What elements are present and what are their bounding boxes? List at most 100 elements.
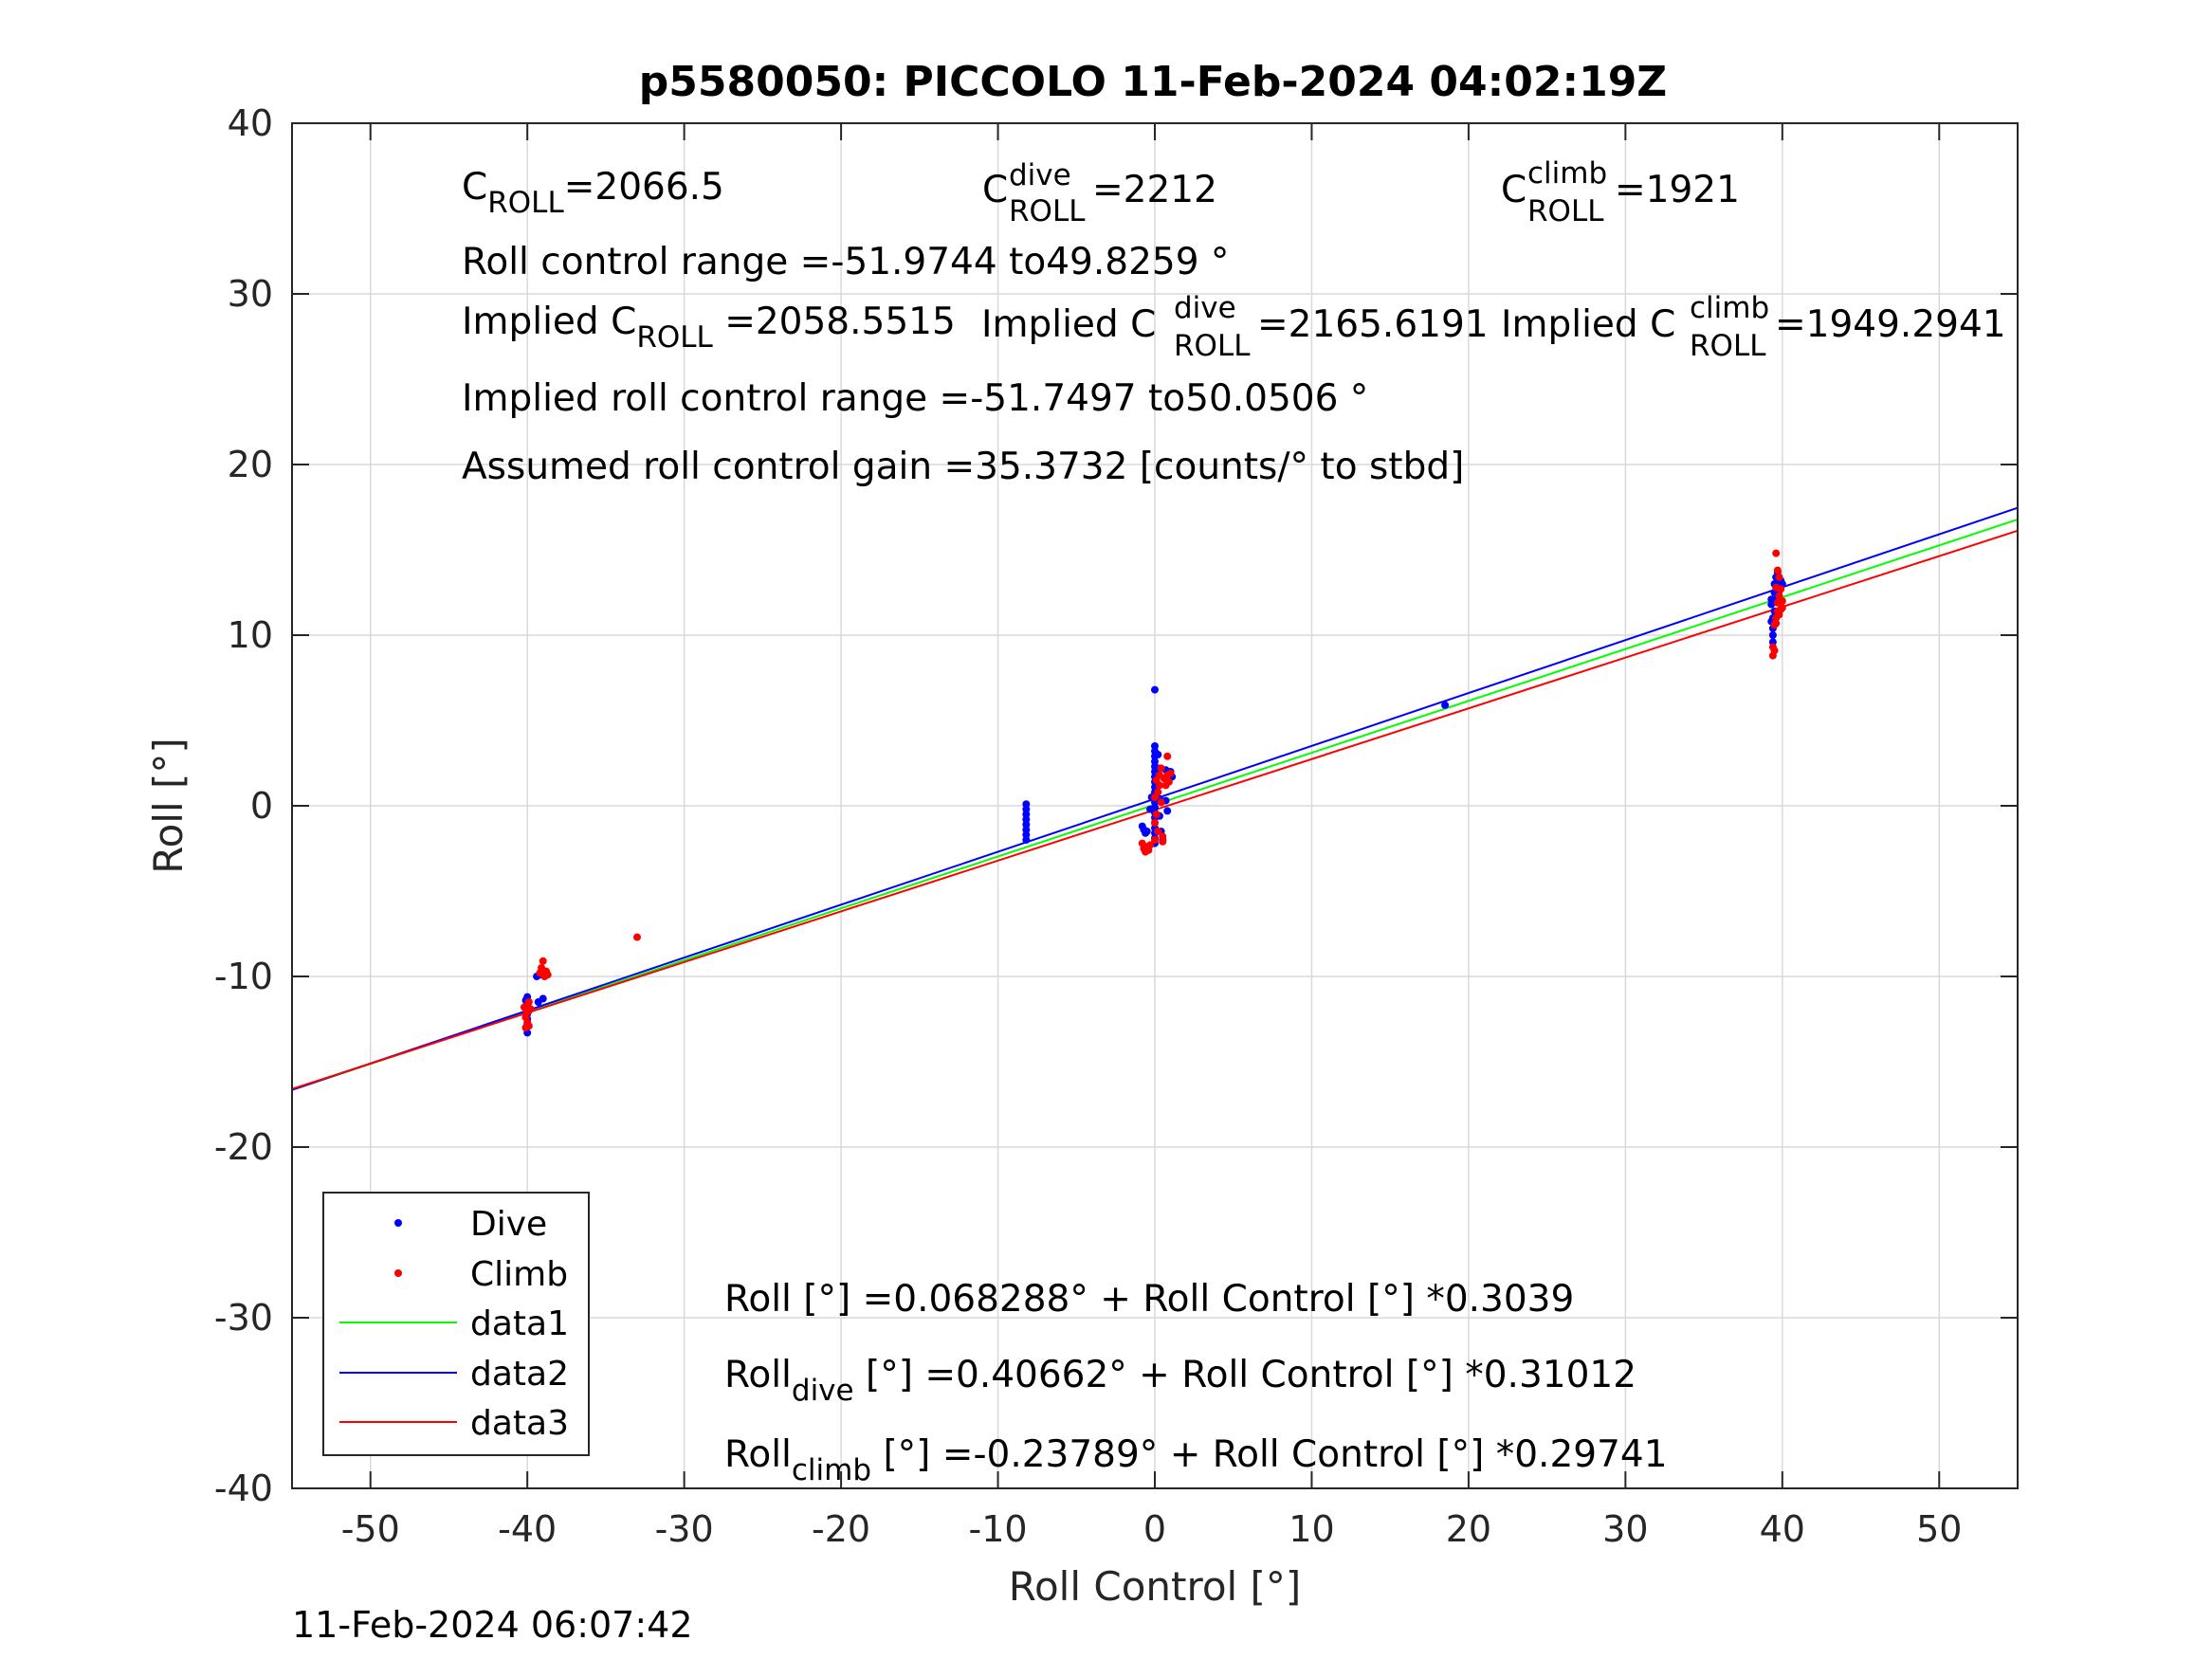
- x-tick-label: -40: [498, 1508, 557, 1550]
- dive-point: [1154, 751, 1162, 758]
- timestamp: 11-Feb-2024 06:07:42: [292, 1604, 693, 1646]
- dive-point: [1146, 805, 1155, 813]
- y-tick-label: -10: [214, 956, 273, 997]
- implied-c-roll-annotation: Implied CROLL =2058.5515: [462, 301, 956, 355]
- climb-point: [521, 1024, 530, 1031]
- implied-c-roll-dive-annotation: Implied C dive ROLL =2165.6191: [981, 284, 1489, 365]
- fit-climb-rest: [°] =-0.23789° + Roll Control [°] *0.297…: [871, 1433, 1667, 1476]
- x-tick-label: 40: [1760, 1508, 1805, 1550]
- c-roll-dive-sup: dive: [1009, 158, 1071, 192]
- c-roll-dive-value: =2212: [1092, 169, 1217, 211]
- fit-climb-sub: climb: [792, 1453, 871, 1487]
- climb-point: [1772, 583, 1781, 592]
- legend-marker-climb: [394, 1269, 402, 1277]
- implied-c-roll-climb-prefix: Implied C: [1501, 303, 1675, 346]
- climb-point: [543, 971, 552, 979]
- climb-point: [1155, 781, 1163, 790]
- climb-point: [1772, 549, 1781, 557]
- c-roll-climb-sup: climb: [1527, 156, 1607, 191]
- implied-c-roll-climb-sup: climb: [1690, 291, 1769, 325]
- x-tick-label: -30: [655, 1508, 714, 1550]
- x-tick-label: 20: [1446, 1508, 1491, 1550]
- c-roll-sub: ROLL: [487, 186, 564, 220]
- dive-point: [1768, 631, 1777, 639]
- x-tick-label: 50: [1916, 1508, 1962, 1550]
- legend-label-climb: Climb: [470, 1255, 568, 1294]
- implied-c-roll-climb-sub: ROLL: [1690, 329, 1766, 363]
- roll-control-gain: Assumed roll control gain =35.3732 [coun…: [462, 446, 1464, 488]
- c-roll-climb-sub: ROLL: [1527, 194, 1604, 228]
- climb-point: [1157, 798, 1165, 807]
- climb-point: [1778, 604, 1786, 612]
- legend-label-data3: data3: [470, 1404, 569, 1443]
- x-axis-label: Roll Control [°]: [1009, 1563, 1302, 1610]
- x-tick-labels: -50 -40 -30 -20 -10 0 10 20 30 40 50: [341, 1508, 1963, 1550]
- climb-point: [1154, 788, 1162, 796]
- climb-point: [1154, 828, 1162, 835]
- fit-dive-base: Roll: [724, 1354, 792, 1396]
- c-roll-dive-sub: ROLL: [1009, 194, 1086, 228]
- climb-point: [539, 957, 547, 965]
- implied-c-roll-dive-sup: dive: [1174, 291, 1236, 325]
- c-roll-value: =2066.5: [564, 166, 724, 209]
- climb-point: [1151, 836, 1159, 844]
- y-tick-label: -30: [214, 1297, 273, 1339]
- climb-point: [1157, 764, 1165, 773]
- legend-label-data1: data1: [470, 1304, 569, 1343]
- y-tick-label: 0: [250, 785, 273, 827]
- legend-marker-dive: [394, 1219, 402, 1227]
- c-roll-base: C: [462, 166, 487, 209]
- c-roll-climb-base: C: [1501, 169, 1526, 211]
- climb-point: [1164, 777, 1173, 786]
- roll-control-range: Roll control range =-51.9744 to49.8259 °: [462, 241, 1229, 283]
- climb-point: [1151, 819, 1159, 827]
- climb-point: [1163, 752, 1172, 760]
- x-tick-label: 30: [1602, 1508, 1648, 1550]
- climb-point: [526, 1005, 535, 1013]
- fit-equation-all: Roll [°] =0.068288° + Roll Control [°] *…: [724, 1278, 1574, 1321]
- legend: Dive Climb data1 data2 data3: [322, 1192, 590, 1456]
- implied-c-roll-climb-annotation: Implied C climb ROLL =1949.2941: [1501, 284, 2006, 365]
- y-tick-label: 20: [228, 444, 273, 485]
- climb-point: [1775, 611, 1783, 619]
- climb-point: [1773, 566, 1782, 574]
- y-tick-label: 30: [228, 273, 273, 315]
- c-roll-dive-annotation: C dive ROLL =2212: [982, 152, 1217, 230]
- x-tick-label: 0: [1143, 1508, 1166, 1550]
- climb-point: [1166, 769, 1175, 777]
- c-roll-climb-annotation: C climb ROLL =1921: [1501, 150, 1740, 230]
- implied-c-roll-value: =2058.5515: [713, 301, 956, 343]
- implied-c-roll-climb-value: =1949.2941: [1775, 303, 2006, 346]
- c-roll-annotation: CROLL=2066.5: [462, 166, 724, 220]
- legend-box: [322, 1192, 590, 1456]
- data-points: [520, 549, 1786, 1037]
- implied-c-roll-dive-prefix: Implied C: [981, 303, 1156, 346]
- dive-point: [1163, 807, 1172, 815]
- x-tick-label: -50: [341, 1508, 400, 1550]
- x-tick-label: 10: [1289, 1508, 1334, 1550]
- fit-equation-dive: Rolldive [°] =0.40662° + Roll Control [°…: [724, 1354, 1636, 1408]
- implied-c-roll-prefix: Implied C: [462, 301, 636, 343]
- dive-point: [1441, 701, 1450, 709]
- climb-point: [524, 998, 533, 1006]
- climb-point: [1152, 811, 1161, 818]
- fit-climb-base: Roll: [724, 1433, 792, 1476]
- y-axis-label: Roll [°]: [145, 738, 192, 873]
- y-tick-label: -20: [214, 1126, 273, 1168]
- climb-point: [1775, 573, 1783, 581]
- legend-label-dive: Dive: [470, 1205, 547, 1244]
- climb-point: [1772, 619, 1781, 628]
- c-roll-dive-base: C: [982, 169, 1008, 211]
- climb-point: [1159, 837, 1167, 846]
- climb-point: [1770, 647, 1779, 655]
- x-tick-label: -20: [812, 1508, 870, 1550]
- dive-point: [1143, 828, 1151, 835]
- c-roll-climb-value: =1921: [1615, 169, 1740, 211]
- climb-point: [633, 933, 641, 941]
- fit-equation-climb: Rollclimb [°] =-0.23789° + Roll Control …: [724, 1433, 1668, 1487]
- legend-label-data2: data2: [470, 1355, 569, 1394]
- y-tick-label: -40: [214, 1468, 273, 1509]
- implied-roll-control-range: Implied roll control range =-51.7497 to5…: [462, 377, 1368, 420]
- climb-point: [1778, 597, 1786, 605]
